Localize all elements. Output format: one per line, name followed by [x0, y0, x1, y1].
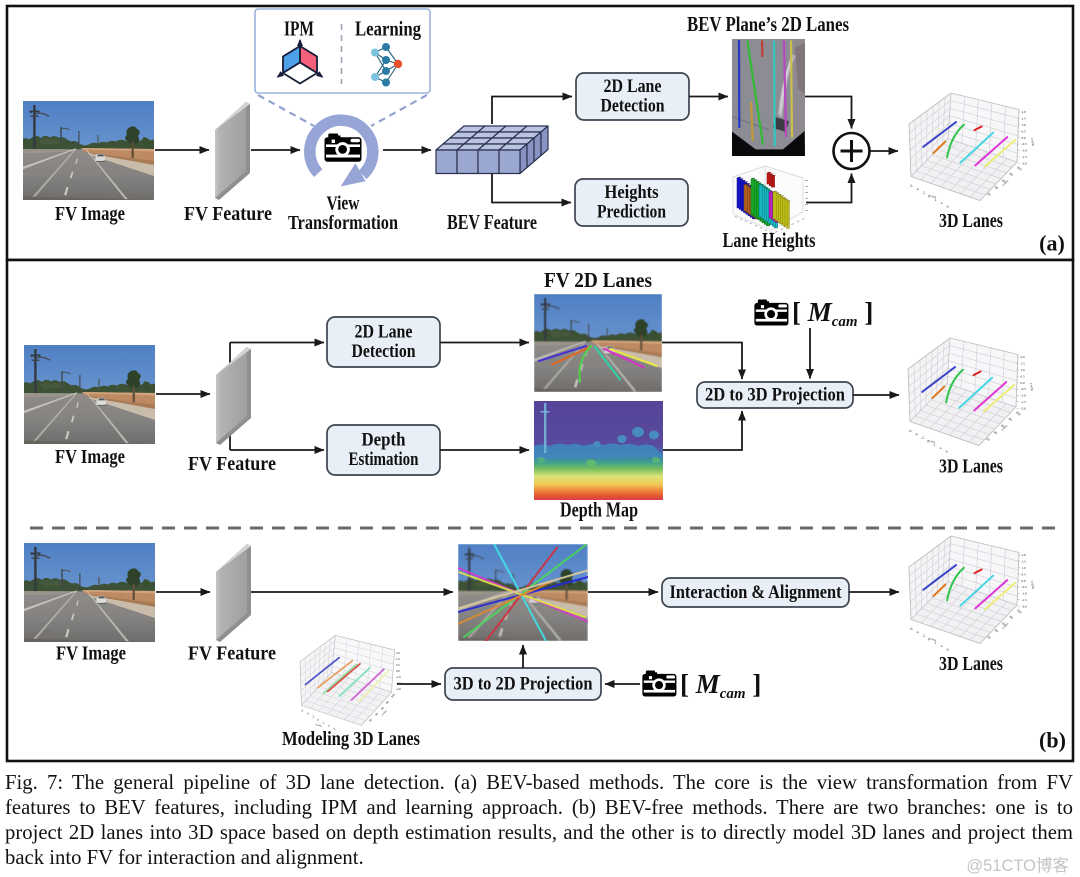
- svg-text:BEV Feature: BEV Feature: [447, 210, 537, 234]
- svg-text:0.0: 0.0: [396, 669, 400, 673]
- svg-text:1.0: 1.0: [396, 657, 400, 661]
- svg-text:Prediction: Prediction: [597, 202, 666, 223]
- svg-text:-4: -4: [305, 711, 309, 716]
- svg-text:Depth: Depth: [362, 430, 406, 451]
- svg-text:0.5: 0.5: [396, 663, 400, 667]
- svg-text:Learning: Learning: [355, 17, 421, 41]
- svg-text:20: 20: [368, 717, 373, 722]
- svg-text:80: 80: [385, 699, 390, 704]
- svg-text:FV Feature: FV Feature: [184, 203, 272, 225]
- svg-text:3D Lanes: 3D Lanes: [939, 653, 1003, 675]
- svg-text:Heights: Heights: [605, 182, 659, 203]
- svg-text:FV Feature: FV Feature: [188, 453, 276, 475]
- svg-text:-6: -6: [300, 708, 304, 713]
- svg-text:0: 0: [316, 717, 319, 721]
- svg-text:Estimation: Estimation: [349, 449, 419, 470]
- svg-text:6: 6: [333, 726, 336, 730]
- svg-text:FV Image: FV Image: [56, 643, 126, 665]
- svg-text:-2.0: -2.0: [396, 687, 401, 691]
- svg-text:40: 40: [374, 711, 379, 716]
- svg-text:3D Lanes: 3D Lanes: [939, 210, 1003, 232]
- svg-text:Depth Map: Depth Map: [560, 498, 638, 522]
- svg-text:Modeling 3D Lanes: Modeling 3D Lanes: [282, 728, 420, 750]
- svg-text:-1.5: -1.5: [396, 681, 401, 685]
- svg-text:60: 60: [380, 705, 385, 710]
- svg-text:3D to 2D Projection: 3D to 2D Projection: [454, 674, 593, 695]
- svg-text:BEV Plane’s 2D Lanes: BEV Plane’s 2D Lanes: [687, 12, 849, 36]
- svg-text:x-axis: x-axis: [315, 723, 322, 728]
- svg-text:-1.0: -1.0: [396, 675, 401, 679]
- svg-text:4: 4: [327, 723, 330, 727]
- svg-text:[ Mcam ]: [ Mcam ]: [680, 669, 761, 702]
- svg-text:100: 100: [390, 692, 396, 698]
- svg-text:2.0: 2.0: [396, 651, 400, 655]
- svg-text:Lane Heights: Lane Heights: [723, 228, 816, 252]
- svg-text:Detection: Detection: [352, 341, 416, 362]
- svg-text:2D to 3D Projection: 2D to 3D Projection: [705, 385, 845, 406]
- svg-text:(b): (b): [1039, 728, 1066, 753]
- svg-text:-2: -2: [311, 714, 315, 719]
- svg-text:Detection: Detection: [601, 96, 665, 117]
- svg-text:Transformation: Transformation: [288, 212, 398, 234]
- svg-text:y-axis: y-axis: [381, 710, 388, 717]
- svg-text:Interaction & Alignment: Interaction & Alignment: [670, 582, 843, 603]
- svg-text:IPM: IPM: [284, 17, 314, 41]
- svg-text:FV Image: FV Image: [55, 203, 125, 225]
- svg-text:(a): (a): [1039, 231, 1065, 256]
- svg-text:View: View: [327, 193, 360, 215]
- svg-text:FV Image: FV Image: [55, 446, 125, 468]
- svg-text:3D Lanes: 3D Lanes: [939, 456, 1003, 478]
- svg-text:FV Feature: FV Feature: [188, 643, 276, 665]
- svg-text:FV 2D Lanes: FV 2D Lanes: [544, 268, 652, 292]
- svg-text:2: 2: [322, 720, 325, 724]
- svg-text:2D Lane: 2D Lane: [604, 76, 662, 97]
- svg-text:2D Lane: 2D Lane: [355, 322, 413, 343]
